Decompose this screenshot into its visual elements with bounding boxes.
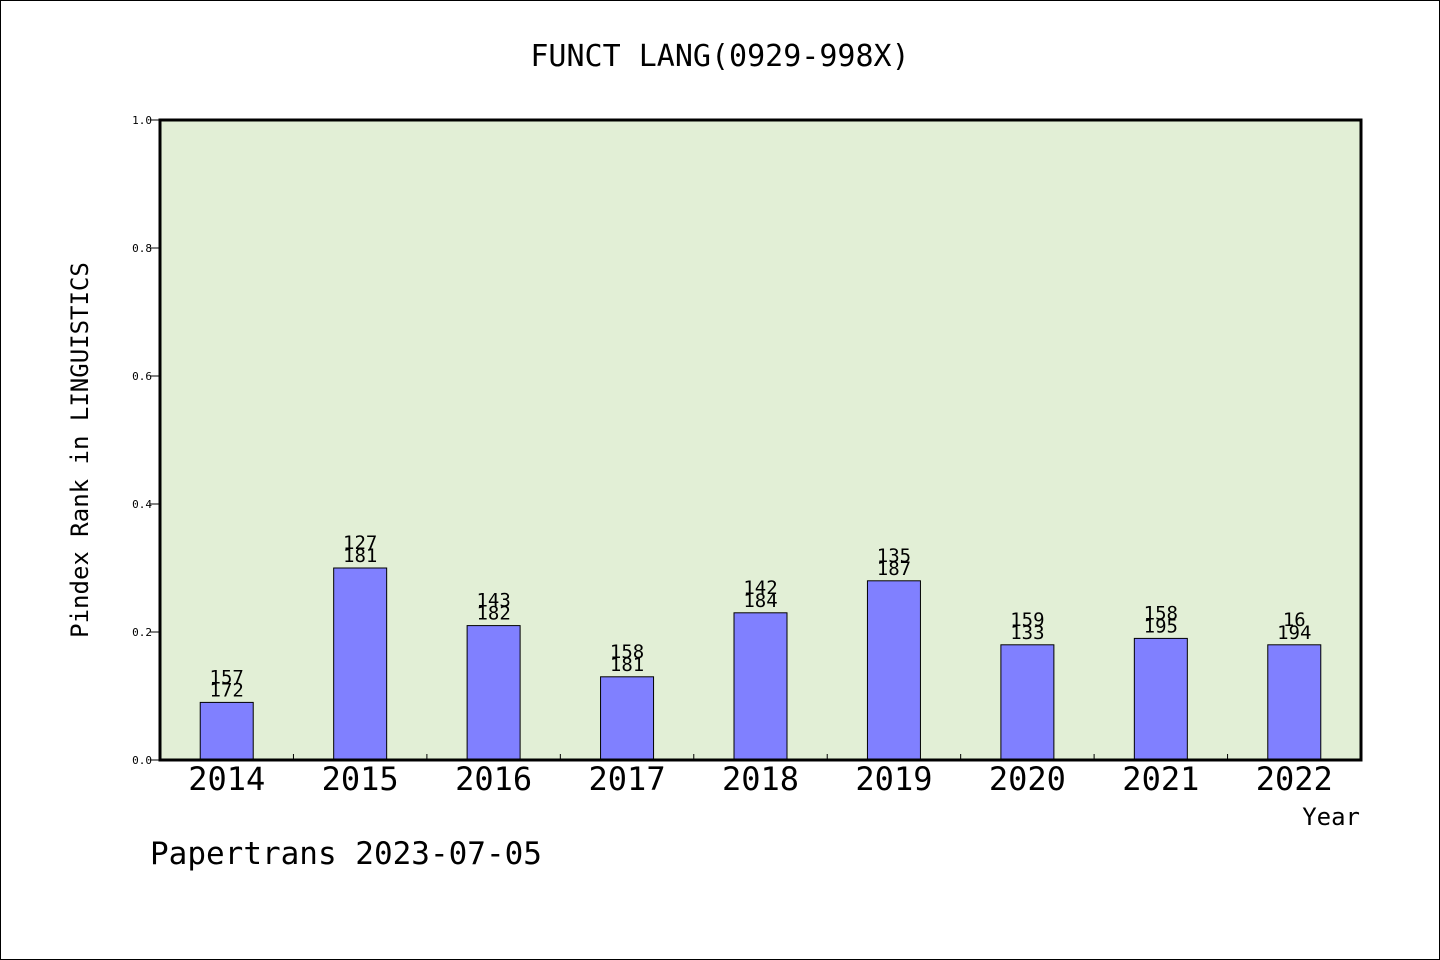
data-label-top: 135 — [877, 545, 911, 567]
data-label-bottom: 182 — [476, 603, 510, 625]
y-tick-label: 0.0 — [132, 754, 152, 767]
y-tick-label: 1.0 — [132, 114, 152, 127]
data-label-bottom: 195 — [1144, 615, 1178, 637]
x-tick-label: 2017 — [589, 760, 666, 798]
bar-2020 — [1000, 644, 1055, 761]
data-label-top: 159 — [1010, 609, 1044, 631]
y-tick-label: 0.8 — [132, 242, 152, 255]
bar-2022 — [1267, 644, 1322, 761]
bar-2017 — [600, 676, 655, 761]
data-label-top: 127 — [343, 532, 377, 554]
data-label-top: 143 — [476, 590, 510, 612]
data-label-top: 16 — [1283, 609, 1306, 631]
bar-2018 — [733, 612, 788, 761]
bar-2019 — [866, 580, 921, 761]
bar-2016 — [466, 625, 521, 761]
x-tick-label: 2014 — [188, 760, 265, 798]
y-tick-label: 0.4 — [132, 498, 152, 511]
footer-stamp: Papertrans 2023-07-05 — [150, 836, 542, 872]
x-tick-label: 2020 — [989, 760, 1066, 798]
x-tick-label: 2015 — [322, 760, 399, 798]
chart-title: FUNCT LANG(0929-998X) — [530, 39, 909, 74]
x-tick-label: 2021 — [1122, 760, 1199, 798]
plot-border — [158, 118, 1363, 762]
data-label-bottom: 181 — [343, 545, 377, 567]
x-tick-label: 2022 — [1256, 760, 1333, 798]
x-tick-label: 2018 — [722, 760, 799, 798]
bar-2021 — [1133, 637, 1188, 761]
bars-group — [199, 567, 1322, 761]
data-label-top: 158 — [1144, 602, 1178, 624]
ticks-group: 0.0 0.2 0.4 0.6 0.8 1.0 2014 2015 2016 2017 2018 20… — [132, 114, 1333, 798]
y-axis-label: Pindex Rank in LINGUISTICS — [66, 262, 94, 638]
bar-2015 — [333, 567, 388, 761]
data-label-bottom: 133 — [1010, 622, 1044, 644]
x-axis-label: Year — [1302, 803, 1360, 831]
data-label-bottom: 187 — [877, 558, 911, 580]
data-label-top: 157 — [210, 666, 244, 688]
y-tick-label: 0.6 — [132, 370, 152, 383]
x-tick-label: 2019 — [855, 760, 932, 798]
data-label-top: 142 — [743, 577, 777, 599]
data-label-bottom: 172 — [210, 679, 244, 701]
data-label-bottom: 194 — [1277, 622, 1311, 644]
data-label-bottom: 184 — [743, 590, 777, 612]
data-label-bottom: 181 — [610, 654, 644, 676]
x-tick-label: 2016 — [455, 760, 532, 798]
bar-2014 — [199, 701, 254, 761]
data-labels-group: 1571721271811431821581811421841351871591… — [210, 532, 1312, 701]
y-tick-label: 0.2 — [132, 626, 152, 639]
data-label-top: 158 — [610, 641, 644, 663]
